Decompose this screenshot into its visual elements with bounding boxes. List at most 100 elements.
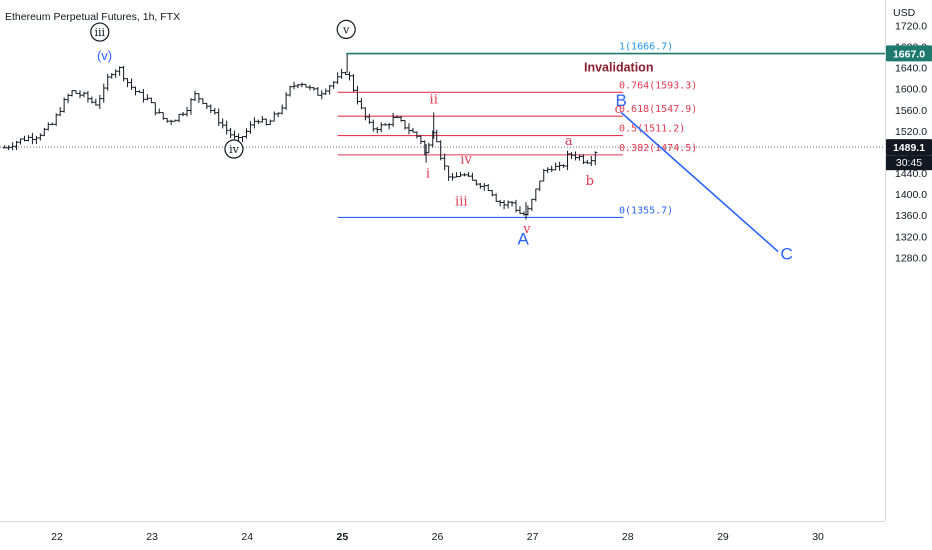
x-tick-label: 23	[146, 531, 158, 543]
candle	[272, 111, 277, 122]
candle	[34, 135, 39, 145]
y-tick-label: 1560.0	[895, 105, 927, 117]
candle	[331, 81, 336, 89]
candle	[351, 74, 356, 92]
candle	[216, 108, 221, 126]
candle	[391, 113, 396, 127]
wave-label: ii	[430, 92, 438, 107]
candle	[42, 128, 47, 137]
candle	[224, 120, 229, 135]
candle	[593, 151, 598, 166]
y-tick-label: 1720.0	[895, 21, 927, 33]
candle	[276, 112, 281, 118]
candle	[510, 201, 515, 207]
candle	[339, 68, 344, 79]
y-tick-label: 1440.0	[895, 168, 927, 180]
candle	[228, 127, 233, 139]
candle	[474, 179, 479, 186]
candle	[244, 128, 249, 139]
candle	[315, 86, 320, 96]
candle	[181, 112, 186, 117]
wave-label: iv	[460, 153, 472, 168]
candle	[188, 98, 193, 115]
x-tick-label: 25	[337, 531, 349, 543]
wave-label: i	[426, 166, 430, 181]
candle	[200, 98, 205, 105]
candle	[196, 93, 201, 103]
wave-label: a	[565, 134, 573, 149]
candle	[355, 85, 360, 105]
wave-label: C	[781, 244, 793, 263]
candle	[256, 119, 261, 125]
candle	[454, 172, 459, 178]
candle	[125, 78, 130, 88]
candle	[6, 145, 11, 151]
candle	[565, 150, 570, 171]
candle	[145, 94, 150, 101]
candle	[280, 104, 285, 115]
candle	[149, 97, 154, 104]
wave-label: (v)	[97, 48, 112, 63]
countdown-label: 30:45	[896, 157, 922, 169]
chart-title: Ethereum Perpetual Futures, 1h, FTX	[5, 11, 180, 23]
candle	[470, 172, 475, 181]
candle	[185, 106, 190, 117]
candle	[260, 116, 265, 123]
candle	[93, 98, 98, 106]
projection-line[interactable]	[620, 111, 779, 253]
price-badges: 1667.0 1489.1 30:45	[886, 45, 932, 171]
candlesticks	[2, 53, 598, 220]
candle	[204, 102, 209, 110]
wave-circle	[336, 19, 356, 40]
candle	[517, 206, 522, 214]
fib-level-label: 0.5(1511.2)	[619, 124, 685, 135]
candle	[26, 135, 31, 142]
candle	[450, 172, 455, 181]
wave-circle	[90, 22, 110, 42]
candle	[137, 90, 142, 93]
candle	[173, 119, 178, 122]
candle	[236, 133, 241, 142]
candle	[54, 113, 59, 126]
candle	[81, 91, 86, 98]
candle	[367, 114, 372, 124]
candle	[212, 107, 217, 115]
candle	[323, 88, 328, 96]
candle	[403, 120, 408, 130]
candle	[66, 93, 71, 104]
candle	[161, 112, 166, 120]
candle	[85, 91, 90, 103]
y-tick-label: 1360.0	[895, 210, 927, 222]
candle	[537, 180, 542, 192]
candle	[133, 86, 138, 96]
candle	[192, 90, 197, 101]
candle	[232, 130, 237, 140]
candle	[77, 90, 82, 99]
candle	[268, 119, 273, 126]
candle	[50, 122, 55, 126]
y-tick-label: 1400.0	[895, 189, 927, 201]
candle	[157, 108, 162, 114]
fib-level-label: 0.764(1593.3)	[619, 80, 697, 91]
candle	[347, 71, 352, 81]
candle	[438, 140, 443, 161]
candle	[434, 129, 439, 143]
candle	[371, 119, 376, 132]
candle	[466, 172, 471, 177]
wave-label: iii	[95, 26, 106, 39]
candle	[414, 131, 419, 139]
candle	[14, 140, 19, 151]
candle	[494, 193, 499, 202]
wave-label: v	[522, 222, 531, 237]
wave-label: B	[615, 91, 626, 110]
candle	[327, 84, 332, 95]
price-badge	[886, 45, 932, 62]
y-tick-label: 1520.0	[895, 126, 927, 138]
fib-level-label: 1(1666.7)	[619, 42, 673, 53]
candle	[514, 199, 519, 213]
candle	[399, 115, 404, 122]
candle	[482, 183, 487, 191]
candle	[97, 94, 102, 110]
